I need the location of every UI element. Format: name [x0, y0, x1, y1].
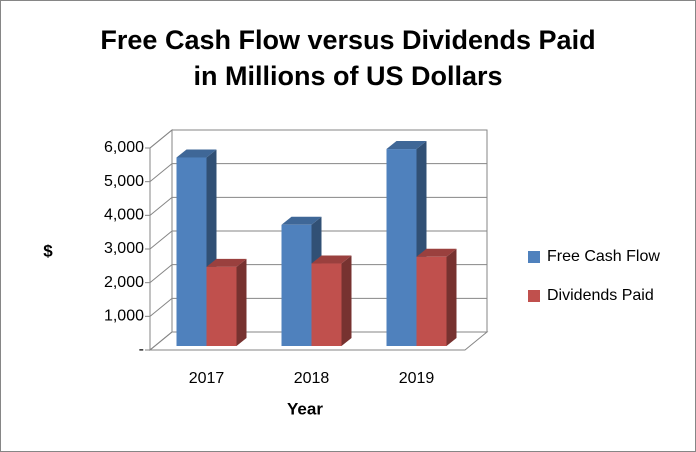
bar-top: [206, 258, 247, 267]
y-tick-label: 5,000: [104, 173, 144, 190]
bar: [206, 258, 247, 346]
x-tick-label: 2019: [399, 370, 435, 387]
grid-line: [149, 163, 487, 183]
grid-line: [149, 297, 487, 317]
chart-title: Free Cash Flow versus Dividends Paid: [100, 25, 595, 55]
grid-line: [149, 196, 487, 216]
bar-front: [281, 224, 312, 346]
bar: [386, 141, 427, 346]
bar-top: [281, 216, 322, 225]
y-tick-label: 6,000: [104, 139, 144, 156]
y-tick-label: 2,000: [104, 274, 144, 291]
bar-side: [341, 255, 352, 346]
legend-swatch: [528, 290, 540, 302]
bar-side: [236, 258, 247, 346]
bar: [416, 248, 457, 346]
x-axis-title: Year: [287, 399, 323, 418]
grid-line: [149, 264, 487, 284]
legend-swatch: [528, 251, 540, 263]
grid-line: [149, 230, 487, 250]
y-tick-label: 3,000: [104, 240, 144, 257]
bar-side: [446, 248, 457, 346]
bar: [281, 216, 322, 346]
grid-line: [149, 129, 487, 149]
bar-front: [416, 256, 447, 346]
bar: [176, 149, 217, 346]
bar-top: [386, 141, 427, 150]
x-tick-label: 2018: [294, 370, 330, 387]
bar-front: [311, 263, 342, 346]
legend-label: Dividends Paid: [547, 287, 654, 304]
y-tick-label: 1,000: [104, 308, 144, 325]
bar-front: [386, 149, 417, 346]
bar-top: [176, 149, 217, 158]
bar-top: [416, 248, 457, 257]
bar-top: [311, 255, 352, 264]
y-tick-label: -: [139, 341, 144, 358]
y-axis-title: $: [43, 241, 53, 260]
bar-front: [206, 266, 237, 346]
bar-front: [176, 157, 207, 346]
x-tick-label: 2017: [189, 370, 225, 387]
bar: [311, 255, 352, 346]
legend-label: Free Cash Flow: [547, 248, 660, 265]
grid-line: [149, 331, 487, 351]
chart-title: in Millions of US Dollars: [193, 61, 502, 91]
y-tick-label: 4,000: [104, 207, 144, 224]
